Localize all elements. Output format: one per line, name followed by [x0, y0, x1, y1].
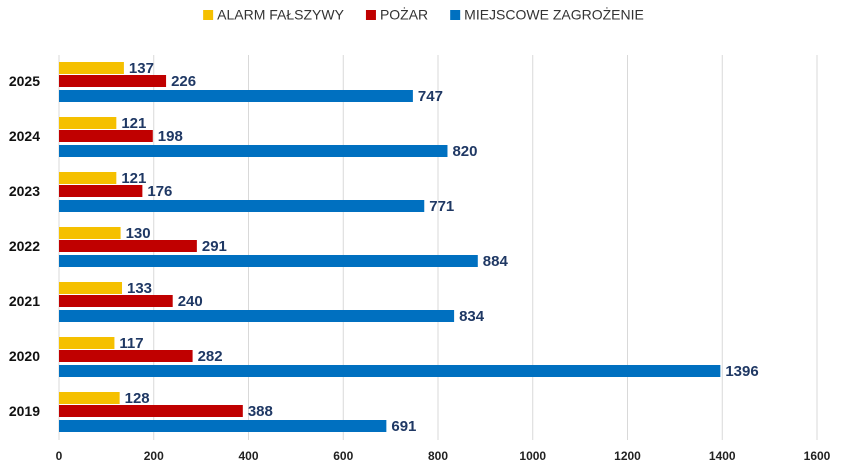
- x-tick-label: 0: [56, 449, 63, 463]
- y-tick-label: 2020: [9, 348, 40, 364]
- y-tick-label: 2022: [9, 238, 40, 254]
- x-tick-label: 200: [144, 449, 164, 463]
- legend-swatch: [365, 10, 376, 20]
- x-tick-label: 1600: [804, 449, 831, 463]
- legend-label: ALARM FAŁSZYWY: [217, 7, 344, 23]
- value-label: 282: [198, 348, 223, 365]
- bar: [59, 350, 193, 362]
- bar: [59, 62, 124, 74]
- bar: [59, 405, 243, 417]
- y-tick-label: 2021: [9, 293, 40, 309]
- bar: [59, 75, 167, 87]
- value-label: 226: [171, 73, 196, 90]
- y-tick-label: 2019: [9, 403, 40, 419]
- x-tick-label: 1400: [709, 449, 736, 463]
- value-label: 771: [429, 198, 454, 215]
- bar: [59, 117, 117, 129]
- value-label: 176: [147, 183, 172, 200]
- y-tick-label: 2024: [9, 128, 40, 144]
- value-label: 691: [391, 418, 416, 435]
- value-label: 130: [126, 225, 151, 242]
- value-label: 137: [129, 60, 154, 77]
- bar: [59, 420, 387, 432]
- bar: [59, 337, 115, 349]
- value-label: 240: [178, 293, 203, 310]
- value-label: 198: [158, 128, 183, 145]
- value-label: 121: [121, 170, 146, 187]
- value-label: 747: [418, 88, 443, 105]
- bar: [59, 227, 121, 239]
- bar: [59, 185, 143, 197]
- value-label: 133: [127, 280, 152, 297]
- value-label: 128: [125, 390, 150, 407]
- legend-swatch: [450, 10, 461, 20]
- bar: [59, 130, 153, 142]
- value-label: 291: [202, 238, 227, 255]
- value-label: 834: [459, 308, 485, 325]
- y-tick-label: 2025: [9, 73, 40, 89]
- bar: [59, 240, 197, 252]
- bar: [59, 282, 123, 294]
- value-label: 388: [248, 403, 273, 420]
- x-tick-label: 400: [238, 449, 258, 463]
- value-label: 117: [119, 335, 143, 352]
- value-label: 121: [121, 115, 146, 132]
- bar: [59, 365, 721, 377]
- legend-label: POŻAR: [380, 6, 428, 23]
- bar: [59, 90, 413, 102]
- x-tick-label: 1000: [519, 449, 546, 463]
- x-tick-label: 800: [428, 449, 448, 463]
- x-tick-label: 1200: [614, 449, 641, 463]
- y-tick-label: 2023: [9, 183, 40, 199]
- bar: [59, 392, 120, 404]
- x-tick-label: 600: [333, 449, 353, 463]
- legend-swatch: [203, 10, 214, 20]
- bar: [59, 172, 117, 184]
- value-label: 820: [452, 143, 477, 160]
- bar: [59, 145, 448, 157]
- bar: [59, 310, 455, 322]
- bar: [59, 200, 425, 212]
- bar: [59, 295, 173, 307]
- legend-label: MIEJSCOWE ZAGROŻENIE: [464, 6, 644, 23]
- value-label: 1396: [725, 363, 758, 380]
- value-label: 884: [483, 253, 509, 270]
- bar: [59, 255, 478, 267]
